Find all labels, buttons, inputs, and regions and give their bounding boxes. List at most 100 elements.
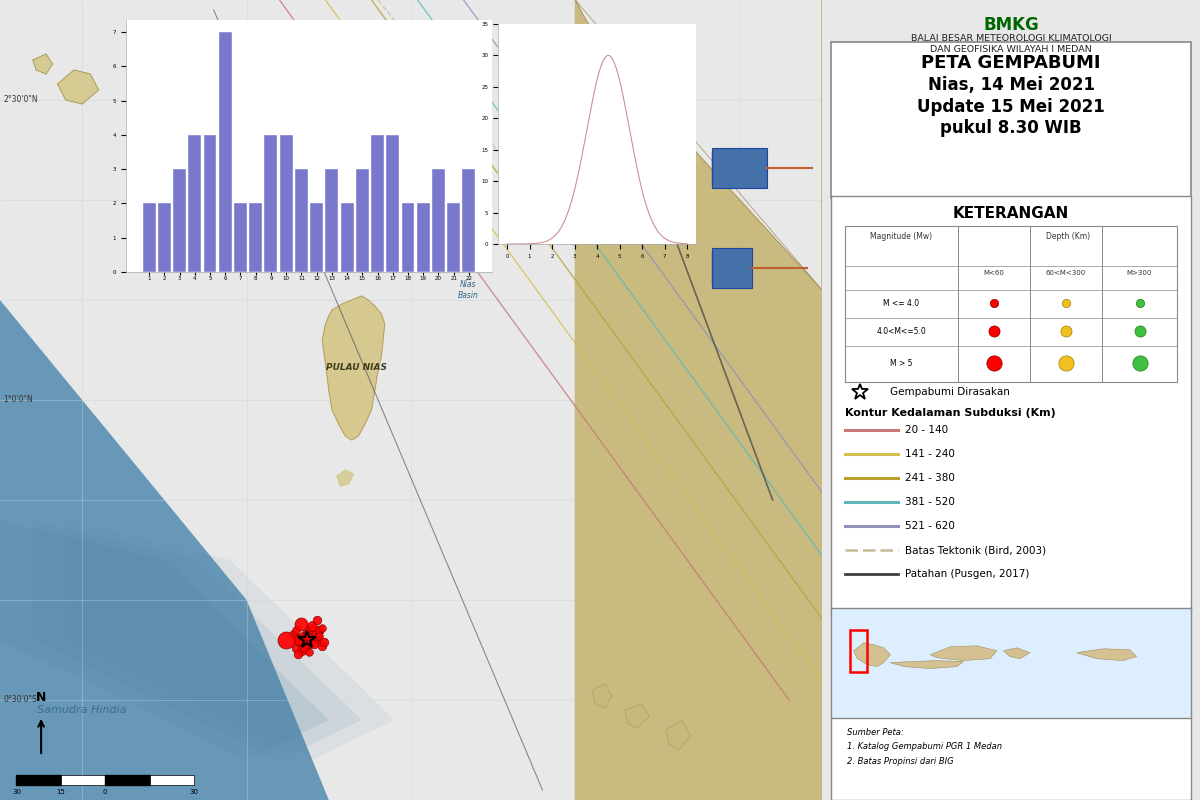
Text: M>300: M>300 xyxy=(1127,270,1152,275)
Point xyxy=(293,630,312,642)
Text: Nias
Basin: Nias Basin xyxy=(458,280,479,300)
Bar xyxy=(432,169,445,272)
Text: Depth (Km): Depth (Km) xyxy=(1045,232,1090,241)
Polygon shape xyxy=(1003,648,1030,658)
Point xyxy=(302,622,322,634)
Polygon shape xyxy=(0,520,329,760)
Bar xyxy=(341,203,354,272)
Point xyxy=(292,635,311,648)
Point xyxy=(307,632,326,645)
Point xyxy=(300,646,319,658)
Text: PULAU NIAS: PULAU NIAS xyxy=(326,363,388,373)
Text: Nias, 14 Mei 2021: Nias, 14 Mei 2021 xyxy=(928,76,1094,94)
Text: M > 5: M > 5 xyxy=(890,358,913,368)
Bar xyxy=(234,203,247,272)
Bar xyxy=(310,203,323,272)
Text: 30: 30 xyxy=(190,789,198,795)
Text: 15: 15 xyxy=(56,789,65,795)
Bar xyxy=(356,169,368,272)
Bar xyxy=(143,203,156,272)
Text: 521 - 620: 521 - 620 xyxy=(905,522,955,531)
Bar xyxy=(712,248,752,288)
Bar xyxy=(173,169,186,272)
Point xyxy=(298,630,317,642)
Text: Kontur Kedalaman Subduksi (Km): Kontur Kedalaman Subduksi (Km) xyxy=(845,408,1056,418)
Point xyxy=(288,632,307,645)
Point xyxy=(287,642,306,654)
Polygon shape xyxy=(890,661,964,669)
Text: Patahan (Pusgen, 2017): Patahan (Pusgen, 2017) xyxy=(905,570,1030,579)
Point xyxy=(300,638,319,650)
Point xyxy=(288,648,307,661)
FancyBboxPatch shape xyxy=(832,42,1190,198)
Polygon shape xyxy=(58,70,98,104)
Polygon shape xyxy=(930,646,997,661)
Text: PETA GEMPABUMI: PETA GEMPABUMI xyxy=(922,54,1100,72)
Polygon shape xyxy=(853,643,890,666)
Text: 1. Katalog Gempabumi PGR 1 Medan: 1. Katalog Gempabumi PGR 1 Medan xyxy=(846,742,1002,751)
Bar xyxy=(851,630,868,672)
Bar xyxy=(325,169,338,272)
Text: 0: 0 xyxy=(103,789,108,795)
Text: 1°0'0"N: 1°0'0"N xyxy=(4,395,34,405)
Text: Samudra Hindia: Samudra Hindia xyxy=(37,705,127,715)
Text: KETERANGAN: KETERANGAN xyxy=(953,206,1069,221)
Point xyxy=(307,614,326,626)
Text: BMKG: BMKG xyxy=(983,16,1039,34)
Text: Gempabumi Dirasakan: Gempabumi Dirasakan xyxy=(890,387,1010,397)
Polygon shape xyxy=(625,704,649,728)
Polygon shape xyxy=(337,470,354,486)
Bar xyxy=(280,135,293,272)
Point xyxy=(310,626,329,638)
Text: N: N xyxy=(36,691,47,704)
Point xyxy=(289,634,308,646)
Text: 4.0<M<=5.0: 4.0<M<=5.0 xyxy=(876,326,926,336)
Text: pukul 8.30 WIB: pukul 8.30 WIB xyxy=(940,119,1082,138)
Polygon shape xyxy=(576,0,822,800)
Bar xyxy=(204,135,216,272)
Point xyxy=(283,627,302,640)
Text: 141 - 240: 141 - 240 xyxy=(905,450,955,459)
Point xyxy=(298,638,317,650)
Bar xyxy=(448,203,460,272)
Point xyxy=(314,635,334,648)
Polygon shape xyxy=(32,54,53,74)
Bar xyxy=(402,203,414,272)
Text: BALAI BESAR METEOROLOGI KLIMATOLOGI
DAN GEOFISIKA WILAYAH I MEDAN: BALAI BESAR METEOROLOGI KLIMATOLOGI DAN … xyxy=(911,34,1111,54)
Point xyxy=(302,635,322,648)
Point xyxy=(300,624,319,637)
Point xyxy=(292,618,311,630)
Bar xyxy=(712,148,767,188)
Bar xyxy=(218,32,232,272)
Bar xyxy=(386,135,400,272)
Text: M<60: M<60 xyxy=(984,270,1004,275)
Text: 2°30'0"N: 2°30'0"N xyxy=(4,95,38,105)
Point xyxy=(287,624,306,637)
Point xyxy=(293,643,312,656)
Text: Sumber Peta:: Sumber Peta: xyxy=(846,728,904,737)
Polygon shape xyxy=(66,520,395,760)
Point xyxy=(288,634,307,646)
Point xyxy=(276,634,295,646)
Text: M <= 4.0: M <= 4.0 xyxy=(883,298,919,308)
Point xyxy=(310,624,329,637)
Bar xyxy=(188,135,202,272)
FancyBboxPatch shape xyxy=(832,718,1190,800)
Point xyxy=(294,642,313,654)
Text: Magnitude (Mw): Magnitude (Mw) xyxy=(870,232,932,241)
Text: Update 15 Mei 2021: Update 15 Mei 2021 xyxy=(917,98,1105,115)
Text: 241 - 380: 241 - 380 xyxy=(905,474,955,483)
Bar xyxy=(462,169,475,272)
Point xyxy=(310,630,329,642)
Point xyxy=(305,638,324,650)
Text: 381 - 520: 381 - 520 xyxy=(905,498,955,507)
Bar xyxy=(371,135,384,272)
Polygon shape xyxy=(32,520,361,760)
Text: 2. Batas Propinsi dari BIG: 2. Batas Propinsi dari BIG xyxy=(846,757,953,766)
Text: 60<M<300: 60<M<300 xyxy=(1045,270,1086,275)
Bar xyxy=(416,203,430,272)
Polygon shape xyxy=(0,300,329,800)
Point xyxy=(313,640,332,653)
Point xyxy=(313,622,332,634)
FancyBboxPatch shape xyxy=(832,608,1190,720)
